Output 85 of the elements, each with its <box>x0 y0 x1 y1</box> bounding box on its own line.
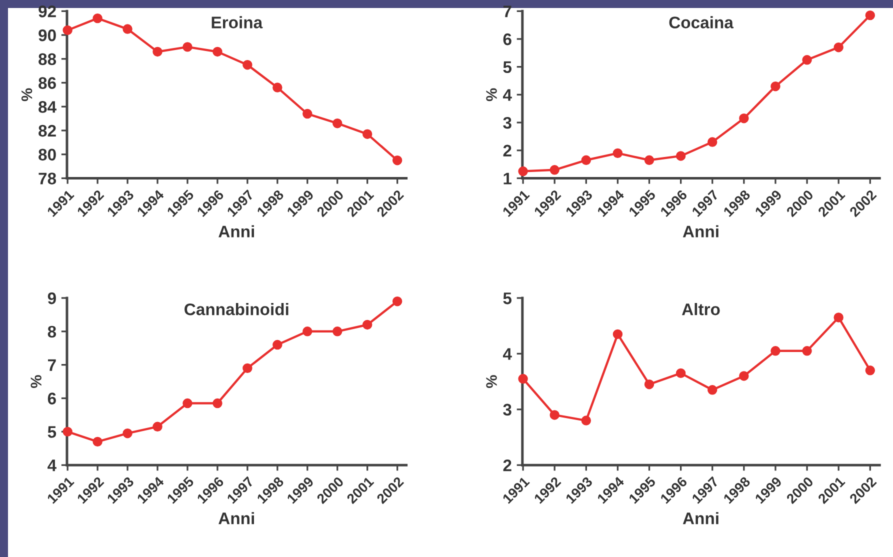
point <box>518 166 528 176</box>
point <box>770 346 780 356</box>
point <box>302 326 312 336</box>
point <box>550 165 560 175</box>
point <box>62 426 72 437</box>
point <box>212 46 222 57</box>
chart-title: Altro <box>682 303 720 316</box>
y-tick-label: 5 <box>48 426 56 438</box>
y-axis-title: % <box>486 375 497 388</box>
point <box>182 42 192 52</box>
chart-title: Cocaina <box>669 16 734 28</box>
point <box>362 129 372 139</box>
point <box>834 42 844 52</box>
y-tick-label: 6 <box>503 33 512 46</box>
y-axis-title: % <box>21 88 32 102</box>
y-tick-label: 2 <box>503 144 512 156</box>
y-tick-label: 5 <box>503 61 512 74</box>
point <box>182 398 192 408</box>
x-axis-title: Anni <box>218 225 254 238</box>
point <box>770 81 780 92</box>
point <box>242 60 252 70</box>
y-tick-label: 9 <box>48 292 56 304</box>
point <box>392 296 402 306</box>
y-tick-label: 7 <box>48 359 56 371</box>
point <box>332 326 342 336</box>
y-tick-label: 90 <box>38 29 56 42</box>
point <box>212 398 222 408</box>
point <box>362 320 372 330</box>
point <box>392 155 402 166</box>
point <box>550 410 560 420</box>
point <box>152 46 162 57</box>
y-tick-label: 88 <box>38 53 56 66</box>
point <box>272 82 282 92</box>
y-axis-title: % <box>486 88 497 102</box>
point <box>676 368 686 378</box>
y-tick-label: 86 <box>38 77 56 89</box>
y-tick-label: 4 <box>502 89 512 101</box>
y-tick-label: 3 <box>503 404 512 416</box>
y-tick-label: 82 <box>38 124 56 137</box>
point <box>644 379 654 390</box>
y-tick-label: 92 <box>38 6 56 18</box>
point <box>122 428 132 438</box>
point <box>62 25 72 36</box>
point <box>272 340 282 350</box>
point <box>708 137 718 147</box>
y-tick-label: 8 <box>48 326 56 338</box>
y-axis-title: % <box>30 375 42 388</box>
point <box>865 10 875 20</box>
point <box>581 416 592 426</box>
point <box>92 13 102 24</box>
point <box>802 55 812 65</box>
point <box>152 422 162 432</box>
x-axis-title: Anni <box>218 512 254 524</box>
point <box>122 24 132 34</box>
y-tick-label: 4 <box>502 348 512 360</box>
point <box>302 108 312 119</box>
point <box>612 329 623 340</box>
y-tick-label: 3 <box>503 116 512 129</box>
point <box>865 366 875 376</box>
y-tick-label: 5 <box>503 292 512 304</box>
point <box>834 312 844 322</box>
point <box>518 374 528 384</box>
point <box>581 155 592 165</box>
point <box>332 118 342 128</box>
y-tick-label: 84 <box>38 101 56 113</box>
x-axis-title: Anni <box>682 512 718 524</box>
point <box>708 385 718 395</box>
chart-title: Eroina <box>212 16 263 28</box>
y-tick-label: 7 <box>503 6 512 18</box>
point <box>739 114 749 124</box>
y-tick-label: 6 <box>48 392 56 404</box>
chart-title: Cannabinoidi <box>184 303 288 316</box>
point <box>676 151 686 161</box>
point <box>242 363 252 374</box>
y-tick-label: 78 <box>38 172 56 184</box>
y-tick-label: 4 <box>48 460 56 472</box>
y-tick-label: 2 <box>503 459 512 472</box>
x-axis-title: Anni <box>682 225 718 238</box>
point <box>612 148 623 158</box>
point <box>644 155 654 165</box>
point <box>92 436 102 447</box>
point <box>739 371 749 381</box>
point <box>802 346 812 356</box>
y-tick-label: 80 <box>38 148 56 161</box>
y-tick-label: 1 <box>504 172 512 184</box>
